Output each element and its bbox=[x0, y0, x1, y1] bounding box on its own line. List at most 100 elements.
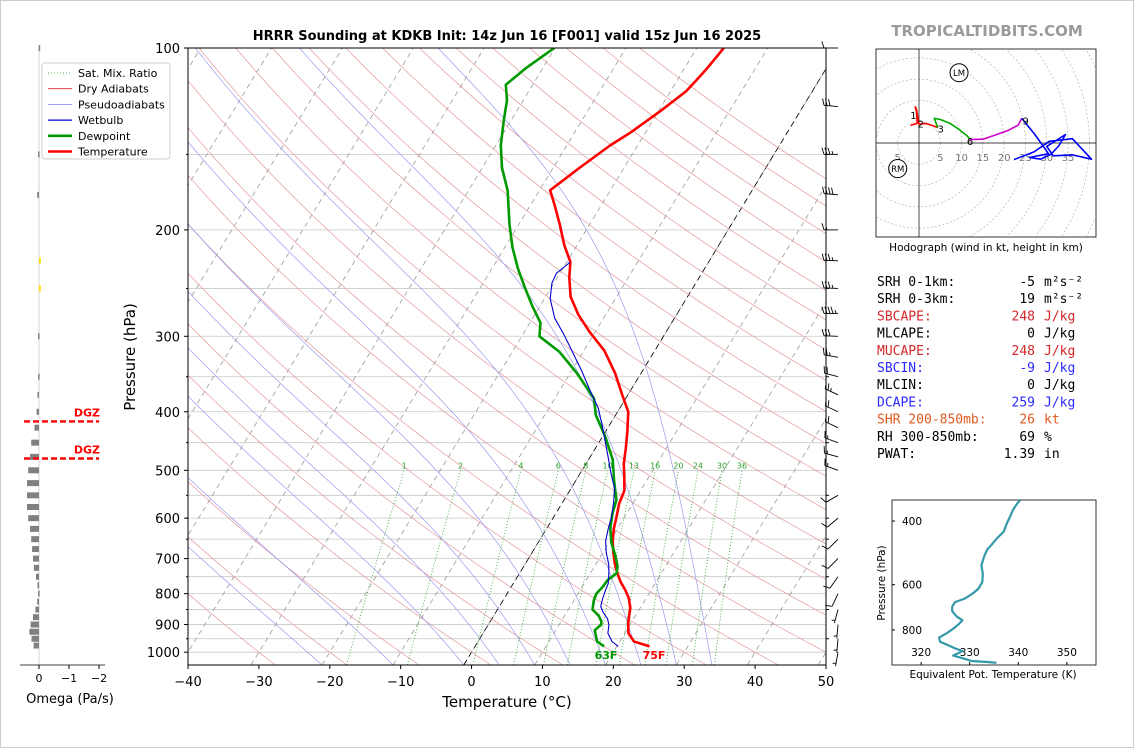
hodograph-trace bbox=[933, 117, 971, 141]
barb-feather bbox=[820, 497, 827, 503]
mixing-ratio-line bbox=[346, 470, 405, 665]
isotherm bbox=[250, 48, 627, 665]
index-unit: kt bbox=[1044, 413, 1060, 428]
y-tick-label: 100 bbox=[155, 42, 180, 57]
index-label: SRH 0-3km: bbox=[877, 292, 955, 307]
hodograph-ring-label: 20 bbox=[998, 153, 1011, 164]
skewt-ylabel: Pressure (hPa) bbox=[121, 303, 139, 411]
isotherm bbox=[321, 48, 698, 665]
hodograph-trace bbox=[969, 117, 1023, 141]
barb-feather bbox=[824, 281, 828, 289]
barb-feather bbox=[821, 253, 825, 261]
hodograph-ring-label: 25 bbox=[1019, 153, 1032, 164]
pseudoadiabat bbox=[188, 477, 394, 665]
mixing-ratio-label: 6 bbox=[556, 461, 561, 470]
dry-adiabat bbox=[188, 374, 563, 665]
barb-feather bbox=[827, 253, 831, 261]
barb-staff bbox=[829, 576, 839, 589]
barb-staff bbox=[824, 104, 839, 108]
omega-bar bbox=[27, 492, 39, 499]
x-tick-label: −10 bbox=[387, 675, 414, 690]
hodograph-ring-label: 10 bbox=[955, 153, 968, 164]
barb-feather bbox=[824, 398, 827, 406]
omega-bar bbox=[33, 555, 39, 562]
index-value: 0 bbox=[1027, 378, 1035, 393]
barb-staff bbox=[825, 421, 839, 429]
y-tick-label: 600 bbox=[155, 512, 180, 527]
wind-barb bbox=[821, 281, 839, 289]
barb-feather bbox=[821, 545, 829, 550]
index-label: SBCIN: bbox=[877, 361, 924, 376]
dewpoint-profile bbox=[499, 48, 619, 648]
barb-feather bbox=[822, 186, 825, 194]
wind-barb bbox=[821, 517, 839, 528]
wetbulb-profile bbox=[549, 261, 619, 647]
mixing-ratio-line bbox=[407, 470, 461, 665]
barb-feather bbox=[834, 309, 837, 314]
index-unit: m²s⁻² bbox=[1044, 292, 1083, 307]
omega-tick-label: −1 bbox=[61, 672, 77, 685]
barb-feather bbox=[827, 416, 830, 424]
index-unit: J/kg bbox=[1044, 361, 1075, 376]
storm-motion-marker bbox=[949, 63, 969, 83]
theta-e-x-tick-label: 330 bbox=[960, 647, 980, 659]
dry-adiabat bbox=[272, 48, 826, 477]
wind-barb bbox=[831, 609, 839, 624]
theta-e-panel: 320 330 340 350 400 600 800 bbox=[891, 499, 1097, 666]
omega-bar bbox=[37, 191, 39, 198]
barb-feather bbox=[827, 306, 831, 314]
dry-adiabat bbox=[188, 323, 635, 665]
x-tick-label: 0 bbox=[467, 675, 475, 690]
legend-box bbox=[41, 62, 171, 160]
pseudoadiabat bbox=[188, 347, 500, 665]
mixing-ratio-line bbox=[472, 470, 522, 665]
theta-e-x-tick-label: 350 bbox=[1057, 647, 1077, 659]
barb-feather bbox=[821, 523, 828, 528]
theta-e-frame bbox=[891, 499, 1097, 666]
x-tick-label: 40 bbox=[747, 675, 764, 690]
barb-staff bbox=[824, 354, 839, 358]
wind-barb bbox=[822, 186, 839, 196]
hodograph-panel: 5 10 15 20 25 30 35 5 12 3 6 9 LM RM bbox=[875, 48, 1097, 238]
index-unit: J/kg bbox=[1044, 327, 1075, 342]
omega-bar bbox=[33, 564, 39, 571]
indices-table: SRH 0-1km: -5 m²s⁻² SRH 0-3km: 19 m²s⁻² SBCAPE… bbox=[877, 275, 1083, 462]
wind-barb bbox=[825, 593, 839, 607]
index-value: 1.39 bbox=[1004, 447, 1035, 462]
omega-bar bbox=[31, 536, 39, 543]
mixing-ratio-label: 30 bbox=[717, 461, 727, 470]
x-tick-label: 30 bbox=[676, 675, 693, 690]
wind-barb bbox=[821, 328, 839, 337]
wind-barb bbox=[824, 398, 839, 413]
legend-label: Temperature bbox=[77, 146, 148, 159]
dry-adiabat bbox=[235, 48, 826, 511]
hodograph-ring-label: 5 bbox=[937, 153, 943, 164]
wind-barb bbox=[833, 624, 839, 639]
wind-barb bbox=[823, 446, 839, 458]
omega-bar bbox=[38, 45, 41, 51]
x-tick-label: 20 bbox=[605, 675, 622, 690]
x-tick-label: 50 bbox=[818, 675, 835, 690]
isotherm bbox=[188, 48, 556, 653]
omega-bar bbox=[39, 285, 41, 292]
barb-staff bbox=[825, 405, 839, 413]
barb-feather bbox=[821, 41, 825, 49]
dgz-label: DGZ bbox=[74, 406, 100, 419]
barb-feather bbox=[827, 400, 830, 408]
mixing-ratio-line bbox=[566, 470, 608, 665]
watermark: TROPICALTIDBITS.COM bbox=[891, 22, 1083, 40]
hodograph-height-label: 9 bbox=[1022, 116, 1028, 127]
isotherm bbox=[605, 301, 826, 665]
barb-feather bbox=[821, 306, 825, 314]
dry-adiabat bbox=[455, 48, 826, 321]
wind-barb bbox=[832, 652, 839, 667]
dry-adiabat bbox=[188, 174, 826, 653]
isotherm bbox=[746, 534, 826, 665]
index-label: MLCAPE: bbox=[877, 327, 932, 342]
omega-bar bbox=[30, 621, 39, 628]
barb-feather bbox=[831, 284, 834, 289]
barb-feather bbox=[833, 649, 838, 651]
skewt-profiles: 1 2 4 6 8 10 13 16 20 24 30 36 bbox=[402, 48, 747, 648]
omega-bar bbox=[28, 467, 39, 474]
